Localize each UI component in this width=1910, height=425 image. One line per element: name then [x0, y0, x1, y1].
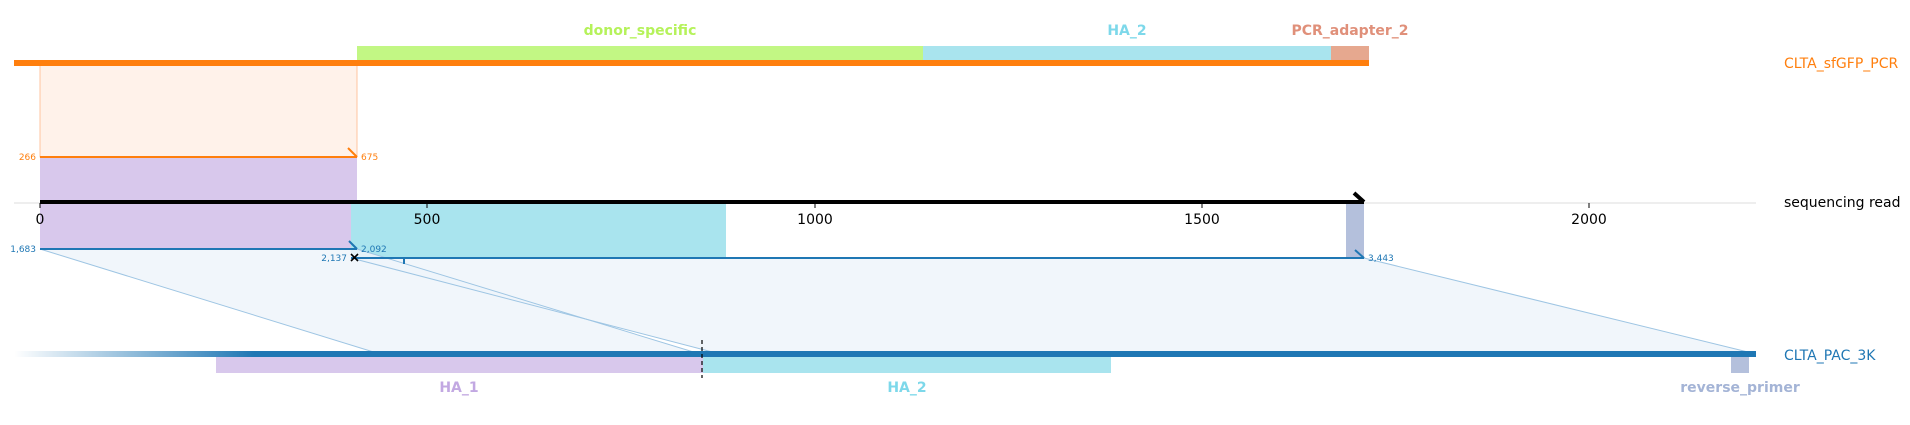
bottom-track-bar: [254, 351, 1756, 357]
connector-line: [350, 257, 721, 355]
axis-tick-label: 1500: [1184, 212, 1220, 228]
bottom-align-start-label: 1,683: [10, 245, 36, 255]
bottom-feature-ha1: [216, 357, 703, 373]
read-track-label: sequencing read: [1784, 195, 1900, 211]
top-feature-donor-specific: [357, 46, 923, 62]
axis-tick-label: 0: [36, 212, 45, 228]
top-align-end-label: 675: [361, 153, 378, 163]
bottom-align-mid-start-label: 2,137: [321, 254, 347, 264]
bottom-feature-reverse-primer: [1731, 357, 1749, 373]
connector-line: [39, 248, 381, 355]
connector-line: [356, 248, 701, 355]
bottom-track-label: CLTA_PAC_3K: [1784, 348, 1876, 364]
bottom-feature-label: HA_2: [887, 380, 926, 396]
top-align-start-label: 266: [19, 153, 36, 163]
deletion-marker: [350, 253, 359, 262]
top-feature-label: PCR_adapter_2: [1291, 23, 1408, 39]
sequencing-read-arrow: [1352, 191, 1366, 204]
top-alignment-arrow: [347, 147, 358, 158]
top-track-label: CLTA_sfGFP_PCR: [1784, 56, 1898, 72]
connector-line: [1363, 257, 1757, 355]
top-feature-ha2: [923, 46, 1331, 62]
axis-ticks: [39, 203, 1590, 208]
axis-tick-label: 1000: [797, 212, 833, 228]
top-feature-pcr-adapter-2: [1331, 46, 1369, 62]
ha2-read-block: [351, 202, 726, 258]
axis-tick-label: 2000: [1571, 212, 1607, 228]
top-feature-label: donor_specific: [584, 23, 697, 39]
top-alignment-shade: [39, 63, 358, 158]
bottom-align-mid-end-label: 2,092: [361, 245, 387, 255]
bottom-align-end-label: 3,443: [1368, 254, 1394, 264]
bottom-alignment-shade-left: [40, 249, 700, 354]
bottom-feature-ha2: [703, 357, 1111, 373]
bottom-alignment-arrow-2: [1354, 249, 1365, 259]
bottom-alignment-arrow-1: [348, 240, 358, 250]
bottom-alignment-shade-right: [351, 258, 1756, 354]
bottom-track-fade: [14, 351, 254, 357]
top-track-bar: [14, 60, 1369, 66]
bottom-feature-label: reverse_primer: [1680, 380, 1800, 396]
reverse-primer-read-block: [1346, 202, 1364, 258]
axis-tick-label: 500: [414, 212, 441, 228]
bottom-feature-label: HA_1: [439, 380, 478, 396]
top-feature-label: HA_2: [1107, 23, 1146, 39]
